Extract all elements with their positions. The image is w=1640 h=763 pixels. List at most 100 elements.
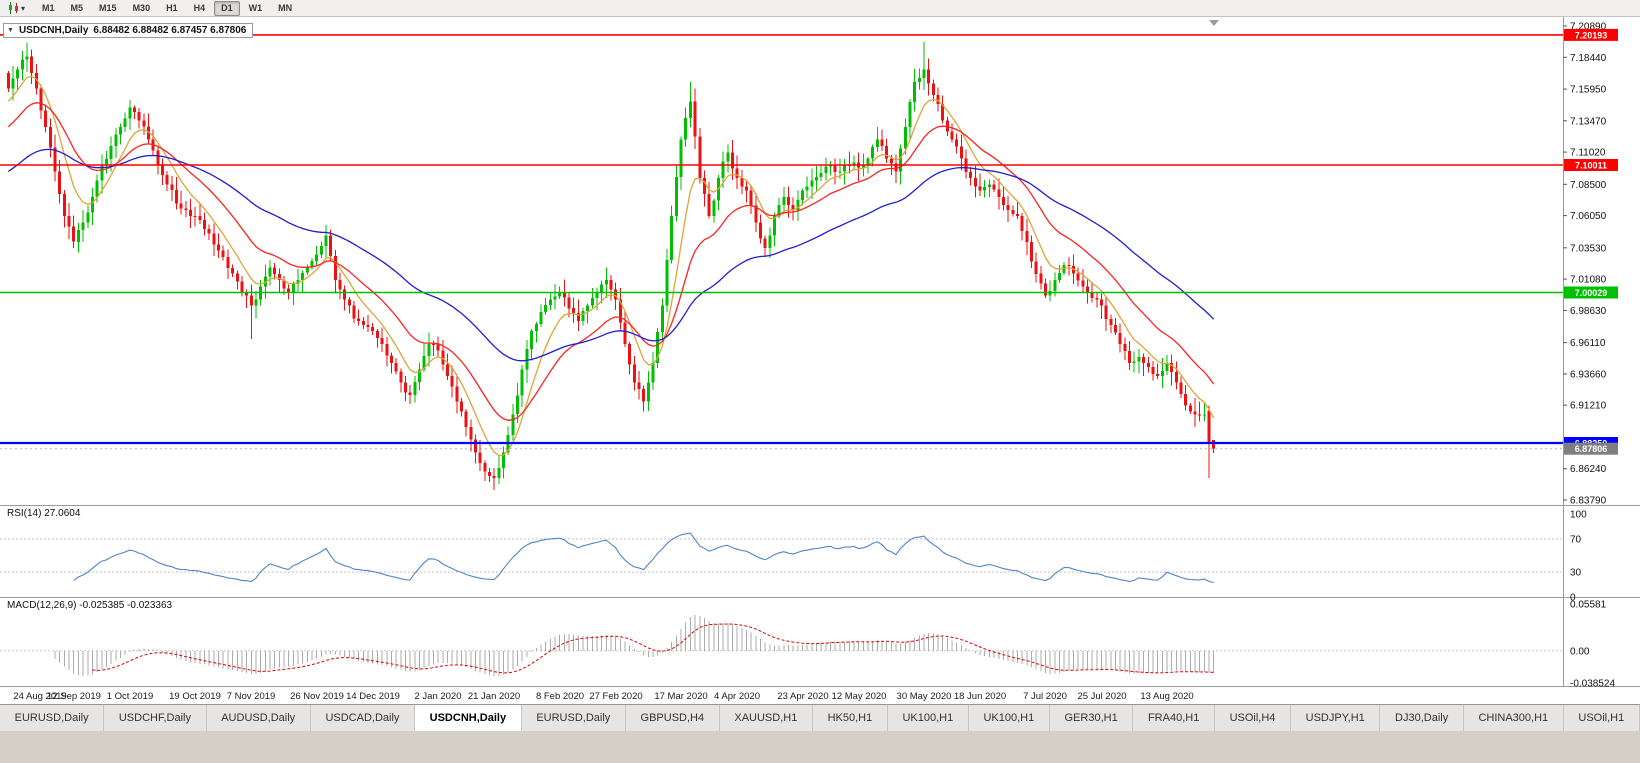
svg-text:6.96110: 6.96110 [1570,338,1606,349]
svg-text:0.00: 0.00 [1570,646,1590,657]
collapse-arrow-icon[interactable]: ▼ [7,27,14,34]
ma-line-8 [7,75,1215,457]
svg-text:19 Oct 2019: 19 Oct 2019 [169,691,221,702]
svg-text:17 Mar 2020: 17 Mar 2020 [654,691,707,702]
timeframe-button-m1[interactable]: M1 [42,2,55,13]
timeframe-button-m5[interactable]: M5 [70,2,84,13]
svg-text:27 Feb 2020: 27 Feb 2020 [589,691,642,702]
rsi-label: RSI(14) 27.0604 [5,508,83,519]
svg-text:0.05581: 0.05581 [1570,600,1607,611]
window-background [0,731,1640,763]
svg-text:0: 0 [1570,593,1576,604]
chart-window: ▼ USDCNH,Daily 6.88482 6.88482 6.87457 6… [0,17,1640,704]
svg-text:30: 30 [1570,568,1582,579]
svg-text:6.91210: 6.91210 [1570,401,1607,412]
svg-text:7.03530: 7.03530 [1570,243,1607,254]
tab-xauusd-h1[interactable]: XAUUSD,H1 [719,705,813,731]
timeframe-button-mn[interactable]: MN [278,2,293,13]
price-axis[interactable]: 7.20890 7.18440 7.15950 7.13470 7.11020 7.085… [1563,22,1607,507]
price-label-7.20193: 7.20193 [1564,28,1618,41]
ma-line-55 [7,148,1215,362]
svg-text:12 Sep 2019: 12 Sep 2019 [47,691,101,702]
tab-uk100-h1[interactable]: UK100,H1 [887,705,969,731]
timeframe-toolbar: ▾ M1 M5 M15 M30 H1 H4 D1 W1 MN [0,0,1640,17]
tab-dj30-daily[interactable]: DJ30,Daily [1380,705,1464,731]
svg-text:13 Aug 2020: 13 Aug 2020 [1140,691,1193,702]
svg-text:7.20890: 7.20890 [1570,22,1607,33]
price-label-6.87806: 6.87806 [1564,442,1618,455]
tab-usoil-h4[interactable]: USOil,H4 [1214,705,1292,731]
svg-text:6.93660: 6.93660 [1570,369,1607,380]
macd-axis[interactable]: 0.05581 0.00 -0.038524 [1570,600,1615,690]
pane-separators[interactable] [0,17,1640,687]
svg-text:14 Dec 2019: 14 Dec 2019 [346,691,400,702]
tab-usdjpy-h1[interactable]: USDJPY,H1 [1291,705,1381,731]
svg-text:2 Jan 2020: 2 Jan 2020 [414,691,461,702]
price-label-7.10011: 7.10011 [1564,159,1618,171]
svg-text:26 Nov 2019: 26 Nov 2019 [290,691,344,702]
chart-type-dropdown[interactable]: ▾ [3,1,29,16]
chart-canvas[interactable]: 7.20890 7.18440 7.15950 7.13470 7.11020 7.085… [0,17,1640,704]
macd-label: MACD(12,26,9) -0.025385 -0.023363 [5,600,175,611]
timeframe-button-h1[interactable]: H1 [166,2,178,13]
chart-ohlc-box[interactable]: ▼ USDCNH,Daily 6.88482 6.88482 6.87457 6… [3,23,254,38]
svg-text:-0.038524: -0.038524 [1570,679,1615,690]
svg-text:23 Apr 2020: 23 Apr 2020 [777,691,828,702]
window-tabbar: EURUSD,Daily USDCHF,Daily AUDUSD,Daily USDC… [0,704,1640,731]
svg-text:7.00029: 7.00029 [1575,288,1608,298]
svg-text:21 Jan 2020: 21 Jan 2020 [468,691,520,702]
svg-text:4 Apr 2020: 4 Apr 2020 [714,691,760,702]
svg-text:70: 70 [1570,534,1582,545]
price-label-7.00029: 7.00029 [1564,286,1618,299]
svg-text:12 May 2020: 12 May 2020 [832,691,887,702]
chart-title: USDCNH,Daily [18,25,89,36]
svg-text:7.10011: 7.10011 [1575,161,1607,171]
tab-hk50-h1[interactable]: HK50,H1 [812,705,888,731]
svg-text:6.87806: 6.87806 [1575,444,1608,454]
tab-usdcnh-daily[interactable]: USDCNH,Daily [415,705,522,731]
tab-china300-h1[interactable]: CHINA300,H1 [1463,705,1564,731]
tab-usdcad-daily[interactable]: USDCAD,Daily [310,705,416,731]
svg-text:6.98630: 6.98630 [1570,306,1607,317]
timeframe-button-d1[interactable]: D1 [214,0,240,16]
tab-usoil-h1[interactable]: USOil,H1 [1563,705,1640,731]
chart-ohlc-values: 6.88482 6.88482 6.87457 6.87806 [93,25,247,36]
rsi-axis[interactable]: 100 70 30 0 [1570,510,1587,604]
tab-audusd-daily[interactable]: AUDUSD,Daily [206,705,311,731]
chevron-down-icon: ▾ [21,3,26,13]
timeframe-button-w1[interactable]: W1 [248,2,263,13]
timeframe-button-h4[interactable]: H4 [193,2,206,13]
svg-text:18 Jun 2020: 18 Jun 2020 [954,691,1006,702]
timeframe-button-m30[interactable]: M30 [132,2,151,13]
tab-ger30-h1[interactable]: GER30,H1 [1049,705,1134,731]
svg-text:24 Aug 2019: 24 Aug 2019 [13,691,66,702]
svg-text:6.86240: 6.86240 [1570,464,1607,475]
svg-text:7.13470: 7.13470 [1570,116,1607,127]
tab-uk100-h1[interactable]: UK100,H1 [968,705,1050,731]
tab-fra40-h1[interactable]: FRA40,H1 [1133,705,1215,731]
shift-marker[interactable] [1209,20,1219,26]
tab-usdchf-daily[interactable]: USDCHF,Daily [104,705,207,731]
svg-text:7.01080: 7.01080 [1570,275,1607,286]
svg-text:25 Jul 2020: 25 Jul 2020 [1077,691,1126,702]
macd-signal-line [92,623,1214,674]
timeframe-toolbar-buttons: M1 M5 M15 M30 H1 H4 D1 W1 MN [35,0,299,16]
rsi-line [73,532,1214,584]
tab-eurusd-daily[interactable]: EURUSD,Daily [0,705,105,731]
svg-text:7 Nov 2019: 7 Nov 2019 [227,691,276,702]
svg-text:7.15950: 7.15950 [1570,85,1607,96]
svg-text:8 Feb 2020: 8 Feb 2020 [536,691,584,702]
svg-text:7 Jul 2020: 7 Jul 2020 [1023,691,1067,702]
svg-text:6.83790: 6.83790 [1570,496,1607,507]
svg-text:7.11020: 7.11020 [1570,148,1606,159]
tab-eurusd-daily[interactable]: EURUSD,Daily [521,705,626,731]
ma-line-21 [7,102,1215,421]
svg-text:7.18440: 7.18440 [1570,53,1607,64]
tab-gbpusd-h4[interactable]: GBPUSD,H4 [625,705,720,731]
svg-text:100: 100 [1570,510,1587,521]
svg-text:30 May 2020: 30 May 2020 [897,691,952,702]
svg-text:7.06050: 7.06050 [1570,211,1607,222]
timeframe-button-m15[interactable]: M15 [99,2,117,13]
svg-text:7.08500: 7.08500 [1570,180,1607,191]
